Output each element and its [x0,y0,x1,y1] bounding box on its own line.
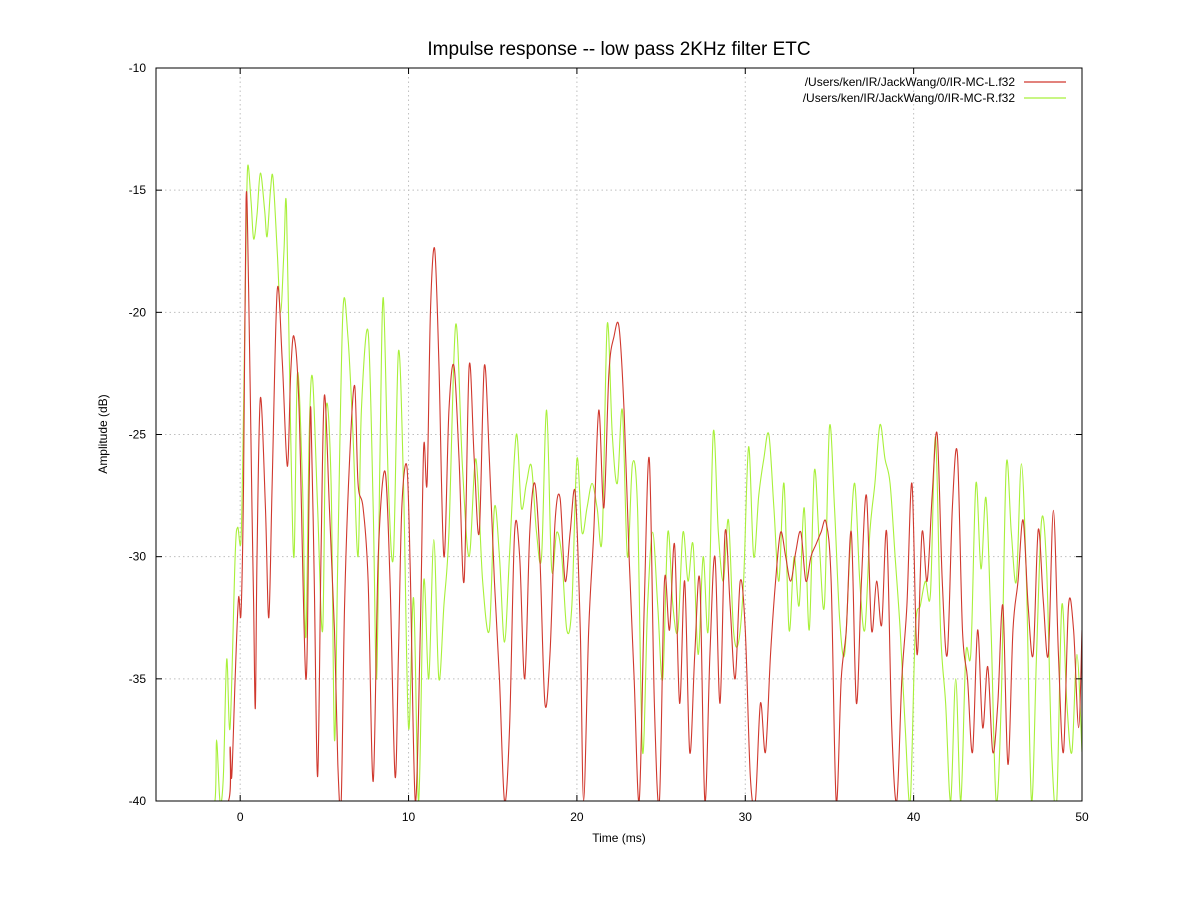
x-tick-label: 0 [237,810,244,824]
x-tick-label: 40 [907,810,921,824]
legend-entry-label: /Users/ken/IR/JackWang/0/IR-MC-L.f32 [805,75,1016,89]
y-tick-label: -20 [129,305,147,319]
series-line-left [206,191,1082,801]
y-tick-label: -35 [129,672,147,686]
axis-ticks: 0 10 20 30 40 50 -10 -15 -20 -25 -30 -35 -40 [129,61,1089,824]
x-tick-label: 30 [739,810,753,824]
y-tick-label: -30 [129,550,147,564]
x-tick-label: 20 [570,810,584,824]
y-axis-label: Amplitude (dB) [96,394,110,473]
plot-frame [155,67,1083,802]
series-layer [206,164,1082,801]
series-line-right [206,164,1082,801]
y-tick-label: -25 [129,428,147,442]
legend-entry-label: /Users/ken/IR/JackWang/0/IR-MC-R.f32 [803,91,1016,105]
grid [156,68,1082,801]
x-tick-label: 10 [402,810,416,824]
y-tick-label: -15 [129,183,147,197]
y-tick-label: -40 [129,794,147,808]
y-tick-label: -10 [129,61,147,75]
x-tick-label: 50 [1075,810,1089,824]
chart-title: Impulse response -- low pass 2KHz filter… [427,39,810,60]
x-axis-label: Time (ms) [592,831,646,845]
legend: /Users/ken/IR/JackWang/0/IR-MC-L.f32/Use… [803,75,1066,105]
